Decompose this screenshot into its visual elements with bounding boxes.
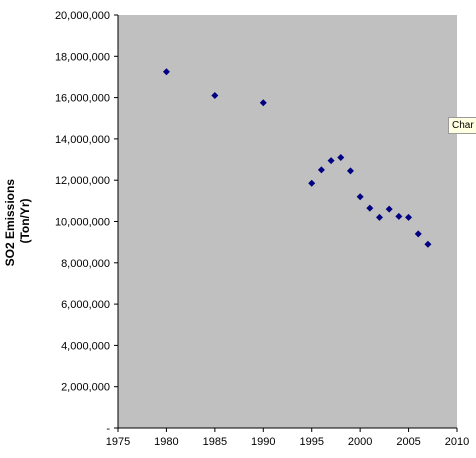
x-tick-label: 1975 xyxy=(106,436,130,448)
data-point xyxy=(414,230,422,238)
data-point xyxy=(211,92,219,100)
x-tick-label: 2000 xyxy=(348,436,372,448)
x-tick-label: 1990 xyxy=(251,436,275,448)
y-tick-label: 4,000,000 xyxy=(61,340,110,352)
plot-area xyxy=(118,15,457,428)
x-tick-label: 1995 xyxy=(299,436,323,448)
y-tick-label: 10,000,000 xyxy=(55,217,110,229)
data-point xyxy=(259,99,267,107)
y-tick-label: 16,000,000 xyxy=(55,93,110,105)
data-point xyxy=(366,204,374,212)
x-tick-label: 1980 xyxy=(154,436,178,448)
data-points xyxy=(162,68,432,248)
data-point xyxy=(376,213,384,221)
data-point xyxy=(356,193,364,201)
x-tick-label: 1985 xyxy=(203,436,227,448)
y-axis-title-line-1: SO2 Emissions xyxy=(3,179,17,267)
data-point xyxy=(162,68,170,76)
x-tick-label: 2010 xyxy=(445,436,469,448)
data-point xyxy=(308,179,316,187)
y-tick-label: 2,000,000 xyxy=(61,382,110,394)
data-point xyxy=(385,205,393,213)
data-point xyxy=(327,157,335,165)
y-tick-label: - xyxy=(106,423,110,435)
data-point xyxy=(346,167,354,175)
y-tick-label: 20,000,000 xyxy=(55,10,110,22)
y-tick-label: 8,000,000 xyxy=(61,258,110,270)
data-point xyxy=(317,166,325,174)
y-tick-label: 12,000,000 xyxy=(55,175,110,187)
chart-tooltip: Char xyxy=(448,117,476,134)
y-axis-ticks: - 2,000,000 4,000,000 6,000,000 8,000,000 10,… xyxy=(55,10,118,435)
y-axis-title: SO2 Emissions (Ton/Yr) xyxy=(3,176,32,267)
x-tick-label: 2005 xyxy=(396,436,420,448)
y-tick-label: 14,000,000 xyxy=(55,134,110,146)
data-point xyxy=(395,212,403,220)
data-point xyxy=(337,153,345,161)
y-tick-label: 18,000,000 xyxy=(55,51,110,63)
data-point xyxy=(405,213,413,221)
x-axis-ticks: 1975 1980 1985 1990 1995 2000 2005 2010 xyxy=(106,428,469,448)
y-axis-title-line-2: (Ton/Yr) xyxy=(18,198,32,243)
data-point xyxy=(424,240,432,248)
y-tick-label: 6,000,000 xyxy=(61,299,110,311)
